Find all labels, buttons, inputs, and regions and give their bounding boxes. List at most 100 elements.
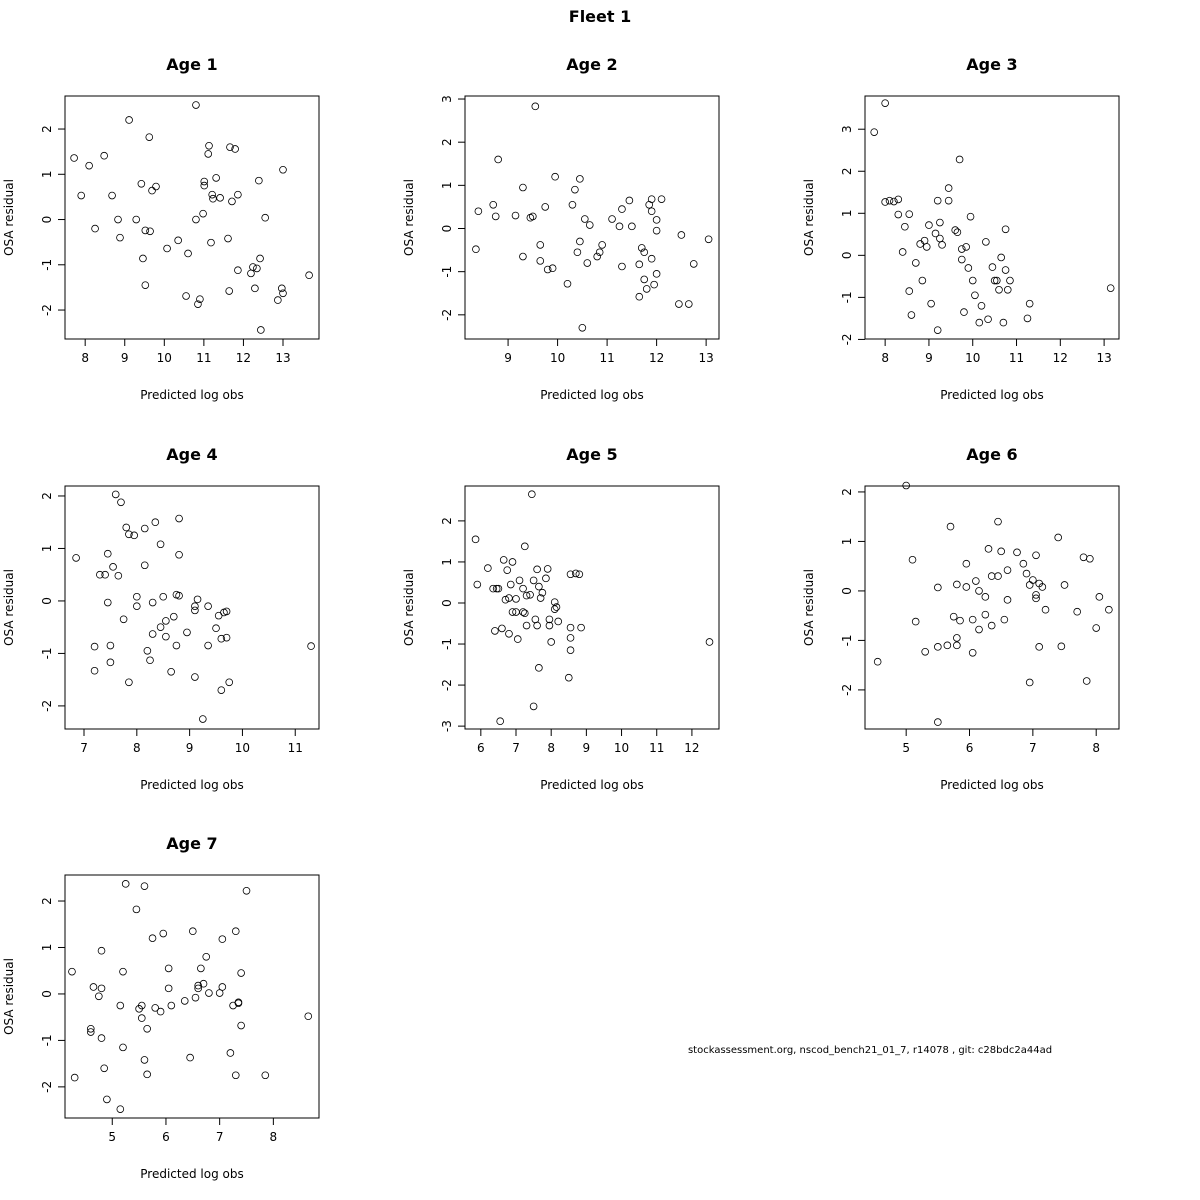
point	[121, 880, 130, 888]
x-tick-label: 8	[1092, 741, 1100, 755]
point	[70, 1073, 79, 1082]
point	[140, 882, 149, 890]
point	[116, 1001, 125, 1010]
point	[226, 1049, 235, 1057]
point	[202, 952, 211, 961]
point	[156, 540, 165, 549]
point	[231, 927, 240, 936]
point	[533, 565, 541, 574]
y-tick-label: 3	[840, 125, 854, 133]
point	[944, 184, 953, 192]
point	[117, 498, 125, 507]
point	[608, 215, 616, 223]
panel-title: Age 6	[966, 445, 1017, 464]
point	[111, 490, 120, 499]
x-tick-label: 11	[599, 351, 614, 365]
point	[489, 200, 498, 209]
panel-title: Age 2	[566, 55, 617, 74]
point	[1001, 266, 1010, 274]
y-tick-label: -1	[40, 259, 54, 271]
point	[1000, 615, 1009, 624]
point	[571, 185, 579, 194]
point	[1105, 605, 1113, 614]
point	[1019, 559, 1028, 568]
point	[944, 196, 953, 205]
point	[491, 212, 500, 221]
point	[114, 215, 122, 224]
x-tick-label: 11	[288, 741, 303, 755]
point	[212, 174, 220, 182]
point	[106, 658, 115, 667]
point	[218, 935, 227, 943]
point	[109, 563, 117, 571]
point	[471, 535, 480, 544]
point	[615, 222, 624, 231]
point	[1095, 593, 1104, 601]
y-tick-label: 2	[840, 167, 854, 175]
point	[163, 244, 171, 253]
point	[994, 572, 1002, 580]
x-axis-label: Predicted log obs	[540, 388, 643, 402]
point	[971, 291, 979, 300]
x-tick-label: 9	[186, 741, 194, 755]
point	[705, 638, 714, 646]
point	[130, 531, 138, 540]
point	[554, 617, 563, 626]
point	[304, 1012, 313, 1021]
point	[905, 287, 914, 295]
y-tick-label: 0	[40, 216, 54, 224]
point	[253, 264, 261, 273]
point	[536, 241, 545, 249]
point	[995, 286, 1003, 294]
point	[951, 226, 960, 234]
x-tick-label: 6	[966, 741, 974, 755]
point	[652, 216, 661, 224]
x-tick-label: 9	[925, 351, 933, 365]
point	[255, 176, 263, 185]
point	[119, 1043, 127, 1052]
point	[922, 243, 931, 251]
point	[199, 979, 208, 988]
plot-box	[64, 485, 320, 730]
point	[647, 207, 656, 216]
point	[191, 602, 199, 610]
point	[103, 1095, 111, 1104]
point	[519, 608, 527, 616]
y-tick-label: 1	[840, 538, 854, 546]
point	[635, 292, 644, 301]
x-tick-label: 6	[477, 741, 485, 755]
x-axis-label: Predicted log obs	[940, 388, 1043, 402]
point	[200, 181, 209, 190]
point	[684, 300, 693, 308]
point	[279, 289, 287, 298]
point	[491, 627, 499, 635]
point	[204, 641, 212, 650]
point	[116, 1105, 125, 1113]
point	[489, 584, 497, 593]
y-tick-label: 2	[40, 897, 54, 905]
x-tick-label: 10	[235, 741, 250, 755]
point	[642, 285, 651, 293]
point	[226, 143, 234, 151]
y-tick-label: -1	[40, 647, 54, 659]
point	[934, 643, 942, 651]
point	[635, 260, 644, 269]
point	[581, 215, 589, 223]
point	[536, 257, 545, 265]
point	[953, 228, 962, 237]
point	[305, 271, 313, 279]
point	[921, 647, 929, 656]
point	[640, 248, 649, 257]
point	[515, 576, 524, 585]
x-tick-label: 12	[649, 351, 664, 365]
point	[526, 590, 534, 599]
point	[543, 565, 552, 573]
point	[545, 615, 554, 624]
point	[943, 641, 952, 650]
point	[174, 236, 182, 245]
point	[125, 678, 133, 687]
x-axis-label: Predicted log obs	[140, 1167, 243, 1181]
point	[484, 564, 492, 572]
point	[870, 128, 878, 136]
point	[576, 175, 584, 183]
